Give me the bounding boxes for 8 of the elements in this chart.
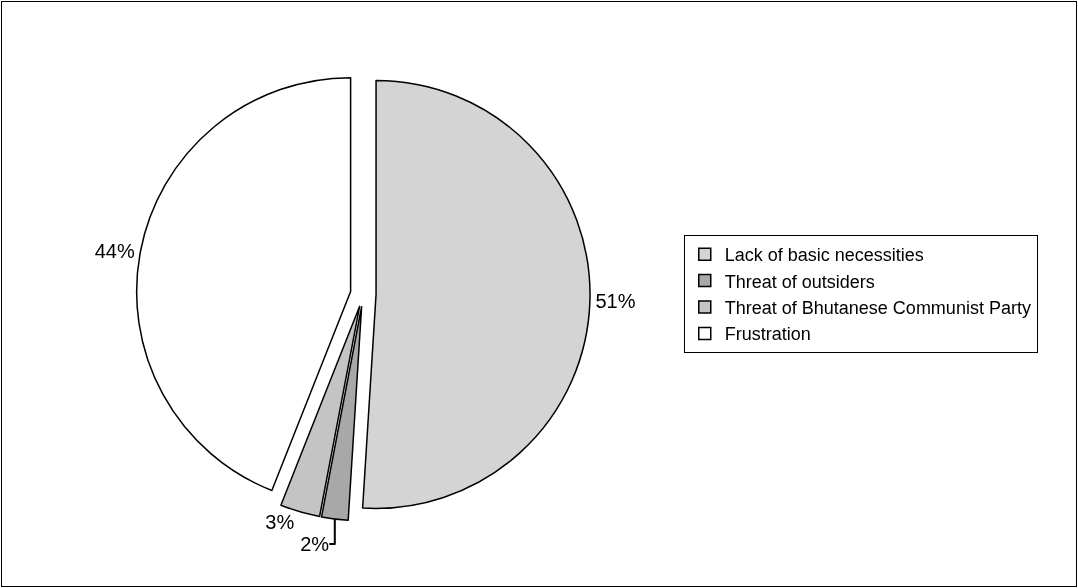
data-label: 2% [300, 532, 330, 555]
legend-label: Threat of Bhutanese Communist Party [724, 298, 1031, 319]
legend-label: Frustration [724, 324, 811, 345]
legend-label: Lack of basic necessities [724, 245, 924, 266]
legend-label: Threat of outsiders [724, 271, 875, 292]
data-label: 51% [595, 290, 636, 313]
data-label: 3% [265, 510, 295, 533]
data-label: 44% [94, 240, 135, 263]
